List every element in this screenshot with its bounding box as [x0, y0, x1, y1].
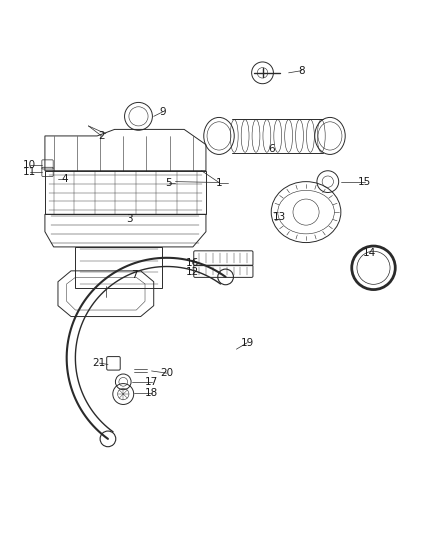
Text: 7: 7 [131, 270, 138, 280]
Text: 1: 1 [215, 177, 223, 188]
Text: 13: 13 [273, 212, 286, 222]
Text: 14: 14 [363, 247, 376, 257]
Text: 17: 17 [145, 377, 158, 387]
Text: 20: 20 [160, 368, 173, 378]
Text: 10: 10 [23, 160, 36, 170]
Text: 19: 19 [240, 338, 254, 348]
Text: 12: 12 [186, 266, 200, 277]
Text: 15: 15 [358, 176, 371, 187]
Text: 9: 9 [159, 107, 166, 117]
Text: 2: 2 [98, 131, 105, 141]
Text: 6: 6 [268, 144, 275, 154]
Text: 21: 21 [93, 358, 106, 368]
Text: 16: 16 [186, 259, 200, 269]
Text: 8: 8 [298, 66, 305, 76]
Text: 5: 5 [166, 178, 172, 188]
Text: 18: 18 [145, 387, 158, 398]
Text: 3: 3 [127, 214, 133, 224]
Text: 11: 11 [23, 167, 36, 176]
Text: 4: 4 [61, 174, 68, 184]
